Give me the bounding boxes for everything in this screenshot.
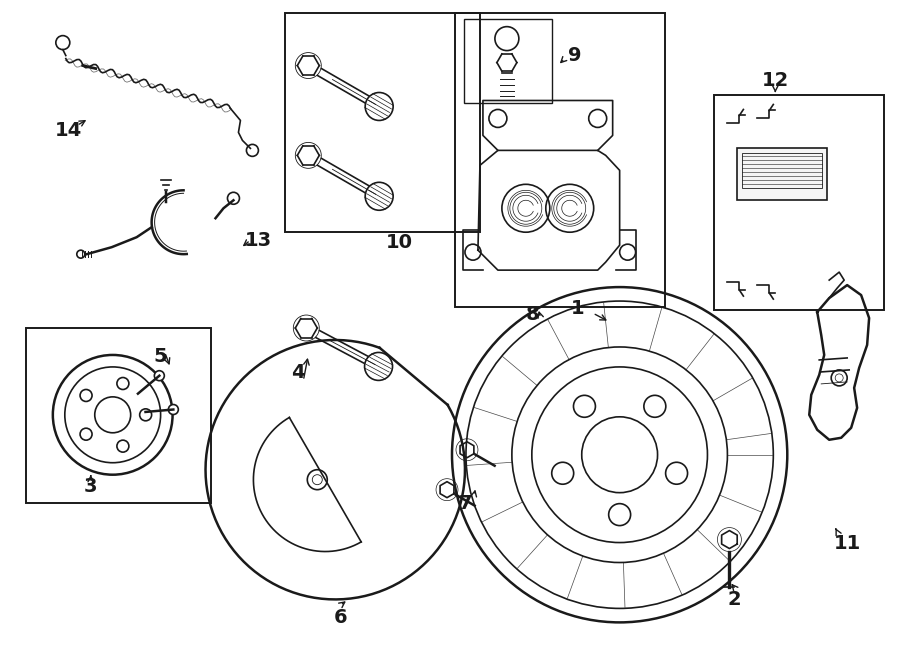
Text: 10: 10 — [385, 232, 412, 252]
Text: 8: 8 — [526, 305, 540, 324]
Text: 4: 4 — [292, 363, 305, 383]
Circle shape — [168, 404, 178, 414]
Text: 11: 11 — [833, 534, 860, 553]
Text: 1: 1 — [571, 299, 584, 318]
Text: 12: 12 — [761, 71, 789, 90]
Circle shape — [155, 371, 165, 381]
Text: 9: 9 — [568, 46, 581, 65]
Bar — [742, 154, 823, 188]
Bar — [26, 328, 211, 502]
Text: 5: 5 — [154, 348, 167, 367]
Circle shape — [364, 352, 392, 381]
Bar — [464, 19, 552, 103]
Bar — [455, 13, 664, 307]
Circle shape — [365, 93, 393, 120]
Bar — [715, 95, 884, 310]
Text: 3: 3 — [84, 477, 97, 496]
Circle shape — [365, 182, 393, 211]
Bar — [285, 13, 480, 232]
Text: 2: 2 — [727, 590, 742, 609]
Text: 6: 6 — [333, 608, 347, 627]
Text: 14: 14 — [55, 121, 83, 140]
Bar — [737, 148, 827, 201]
Text: 7: 7 — [459, 494, 472, 513]
Text: 13: 13 — [245, 230, 272, 250]
